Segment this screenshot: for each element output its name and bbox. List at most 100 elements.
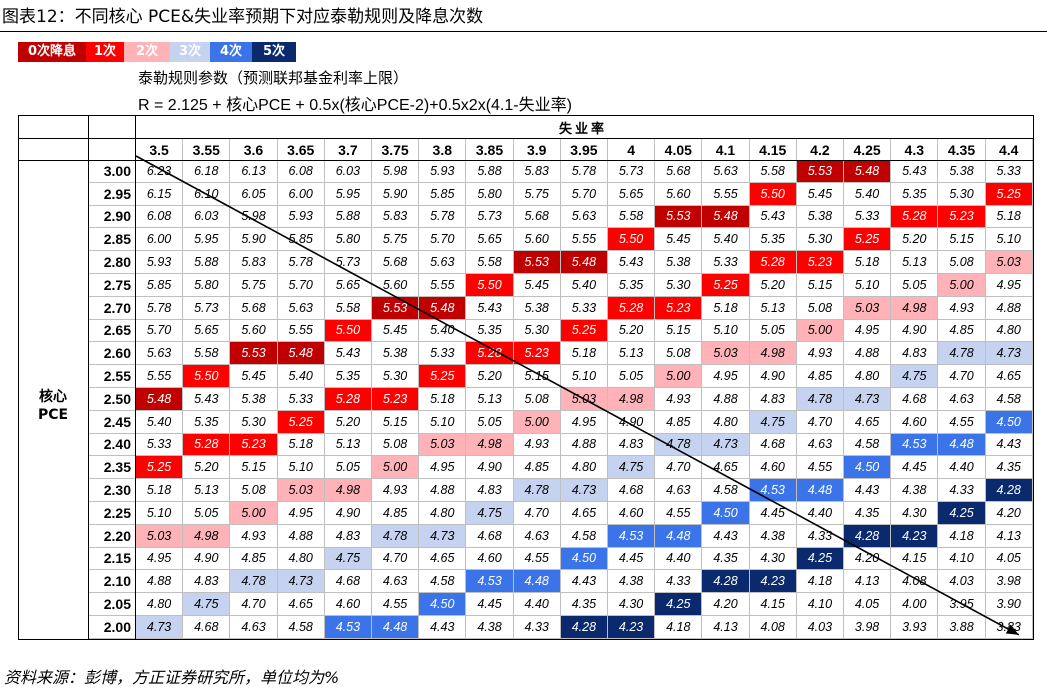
table-cell: 5.73 — [466, 205, 514, 229]
table-cell: 4.58 — [277, 616, 325, 639]
x-tick-label: 4.15 — [750, 138, 797, 160]
x-tick-label: 4.35 — [938, 138, 986, 160]
table-cell: 4.88 — [136, 570, 184, 594]
table-cell: 5.38 — [796, 205, 844, 229]
table-cell: 5.13 — [466, 388, 514, 411]
table-cell: 4.90 — [183, 547, 231, 571]
table-cell: 5.63 — [419, 251, 467, 274]
table-cell: 4.00 — [891, 593, 939, 616]
x-tick-label: 3.75 — [372, 138, 420, 160]
table-cell: 4.55 — [513, 547, 561, 571]
grid-line — [1032, 115, 1034, 640]
table-cell: 4.13 — [985, 524, 1033, 548]
table-cell: 4.73 — [702, 433, 750, 457]
table-cell: 4.98 — [466, 433, 514, 457]
y-tick-label: 2.90 — [89, 205, 136, 229]
x-axis-label: 失业率 — [559, 122, 608, 137]
table-cell: 5.53 — [796, 160, 844, 183]
table-cell: 4.85 — [796, 365, 844, 388]
table-cell: 4.50 — [844, 456, 892, 480]
table-cell: 4.93 — [655, 388, 703, 411]
table-cell: 5.23 — [513, 342, 561, 366]
table-cell: 5.03 — [419, 433, 467, 457]
table-cell: 5.15 — [796, 274, 844, 297]
table-cell: 4.83 — [608, 433, 656, 457]
table-cell: 5.83 — [230, 251, 278, 274]
table-cell: 5.30 — [513, 319, 561, 343]
table-cell: 5.05 — [608, 365, 656, 388]
y-tick-label: 2.95 — [89, 182, 136, 206]
table-cell: 5.53 — [230, 342, 278, 366]
table-cell: 4.75 — [749, 410, 797, 434]
y-tick-label: 2.55 — [89, 365, 136, 388]
table-cell: 5.03 — [277, 479, 325, 502]
table-cell: 5.18 — [844, 251, 892, 274]
y-tick-label: 2.10 — [89, 570, 136, 594]
table-cell: 4.95 — [702, 365, 750, 388]
table-cell: 5.43 — [324, 342, 372, 366]
table-cell: 4.58 — [419, 570, 467, 594]
table-cell: 4.65 — [277, 593, 325, 616]
table-cell: 5.03 — [702, 342, 750, 366]
table-cell: 4.65 — [702, 456, 750, 480]
table-cell: 5.58 — [324, 296, 372, 320]
table-cell: 6.08 — [277, 160, 325, 183]
table-cell: 5.43 — [183, 388, 231, 411]
legend: 0次降息 1次 2次 3次 4次 5次 — [18, 42, 296, 62]
table-cell: 5.45 — [655, 228, 703, 252]
table-cell: 6.23 — [136, 160, 184, 183]
table-cell: 4.95 — [136, 547, 184, 571]
table-cell: 5.00 — [655, 365, 703, 388]
table-cell: 5.00 — [938, 274, 986, 297]
table-cell: 4.88 — [702, 388, 750, 411]
table-cell: 4.63 — [513, 524, 561, 548]
table-cell: 5.65 — [466, 228, 514, 252]
table-cell: 3.88 — [938, 616, 986, 639]
legend-item: 5次 — [252, 42, 296, 62]
legend-item: 2次 — [124, 42, 170, 62]
table-cell: 4.48 — [372, 616, 420, 639]
table-cell: 4.95 — [560, 410, 608, 434]
table-cell: 4.70 — [655, 456, 703, 480]
table-cell: 5.55 — [560, 228, 608, 252]
table-cell: 5.58 — [183, 342, 231, 366]
table-cell: 5.48 — [277, 342, 325, 366]
x-tick-label: 3.85 — [466, 138, 514, 160]
table-cell: 4.58 — [560, 524, 608, 548]
x-tick-label: 3.8 — [419, 138, 467, 160]
table-cell: 5.68 — [513, 205, 561, 229]
table-cell: 5.33 — [136, 433, 184, 457]
table-cell: 4.73 — [560, 479, 608, 502]
table-cell: 4.75 — [608, 456, 656, 480]
table-cell: 6.10 — [183, 182, 231, 206]
table-cell: 5.78 — [136, 296, 184, 320]
legend-item: 0次降息 — [18, 42, 86, 62]
table-cell: 5.08 — [796, 296, 844, 320]
table-cell: 4.68 — [749, 433, 797, 457]
table-cell: 5.93 — [136, 251, 184, 274]
table-cell: 5.20 — [466, 365, 514, 388]
table-cell: 5.88 — [324, 205, 372, 229]
table-cell: 5.25 — [136, 456, 184, 480]
table-cell: 5.13 — [891, 251, 939, 274]
table-cell: 5.00 — [796, 319, 844, 343]
table-cell: 5.40 — [702, 228, 750, 252]
grid-line — [18, 115, 19, 639]
table-cell: 6.08 — [136, 205, 184, 229]
table-cell: 4.20 — [844, 547, 892, 571]
table-cell: 5.23 — [655, 296, 703, 320]
table-cell: 3.90 — [985, 593, 1033, 616]
table-cell: 4.73 — [419, 524, 467, 548]
table-cell: 4.95 — [277, 502, 325, 525]
table-cell: 4.85 — [655, 410, 703, 434]
table-cell: 5.50 — [324, 319, 372, 343]
table-cell: 5.63 — [136, 342, 184, 366]
table-cell: 4.48 — [796, 479, 844, 502]
table-cell: 5.53 — [655, 205, 703, 229]
table-cell: 5.28 — [466, 342, 514, 366]
table-cell: 4.85 — [513, 456, 561, 480]
table-cell: 5.70 — [136, 319, 184, 343]
table-cell: 4.63 — [655, 479, 703, 502]
table-cell: 4.78 — [938, 342, 986, 366]
table-cell: 4.83 — [891, 342, 939, 366]
